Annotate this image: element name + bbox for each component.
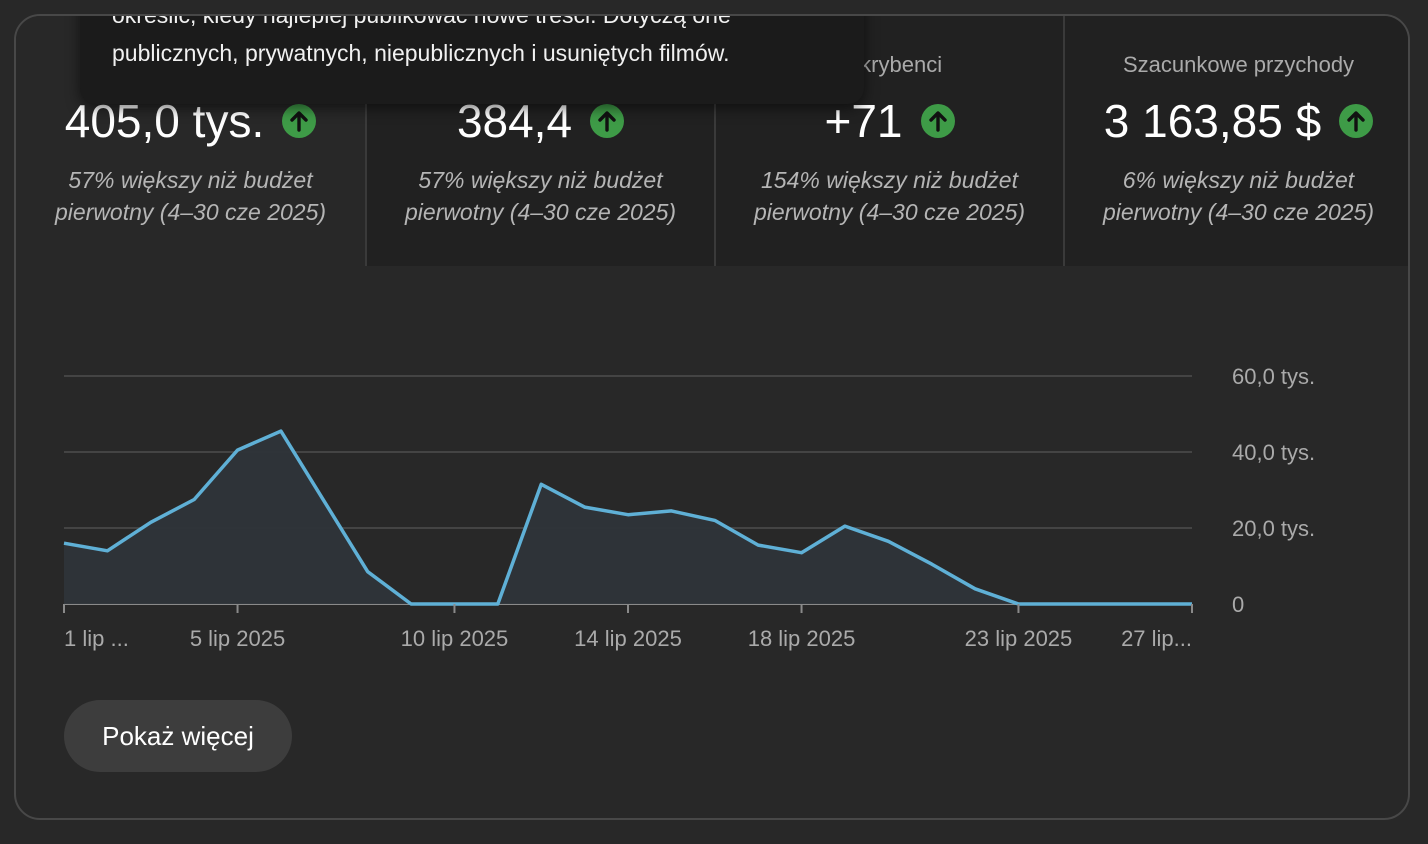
metric-tab-subscribers[interactable]: oskrybenci +71 154% większy niż budżet p… [714, 16, 1063, 266]
metric-comparison-note: 154% większy niż budżet pierwotny (4–30 … [753, 167, 1026, 225]
metric-comparison-note: 6% większy niż budżet pierwotny (4–30 cz… [1102, 167, 1375, 225]
analytics-card: 405,0 tys. 57% większy niż budżet pierwo… [14, 14, 1410, 820]
metric-value: 3 163,85 $ [1103, 95, 1322, 147]
arrow-up-icon [590, 104, 625, 138]
arrow-up-icon [1339, 104, 1374, 138]
metric-comparison-note: 57% większy niż budżet pierwotny (4–30 c… [404, 167, 677, 225]
arrow-up-icon [920, 104, 955, 138]
show-more-button[interactable]: Pokaż więcej [64, 700, 292, 772]
metric-label: Szacunkowe przychody [1122, 52, 1355, 77]
metric-comparison-note: 57% większy niż budżet pierwotny (4–30 c… [54, 167, 327, 225]
info-tooltip: określić, kiedy najlepiej publikować now… [80, 14, 864, 104]
tooltip-line: publicznych, prywatnych, niepublicznych … [112, 40, 730, 66]
metric-tab-revenue[interactable]: Szacunkowe przychody 3 163,85 $ 6% więks… [1063, 16, 1408, 266]
arrow-up-icon [282, 104, 317, 138]
tooltip-line: określić, kiedy najlepiej publikować now… [112, 14, 731, 28]
